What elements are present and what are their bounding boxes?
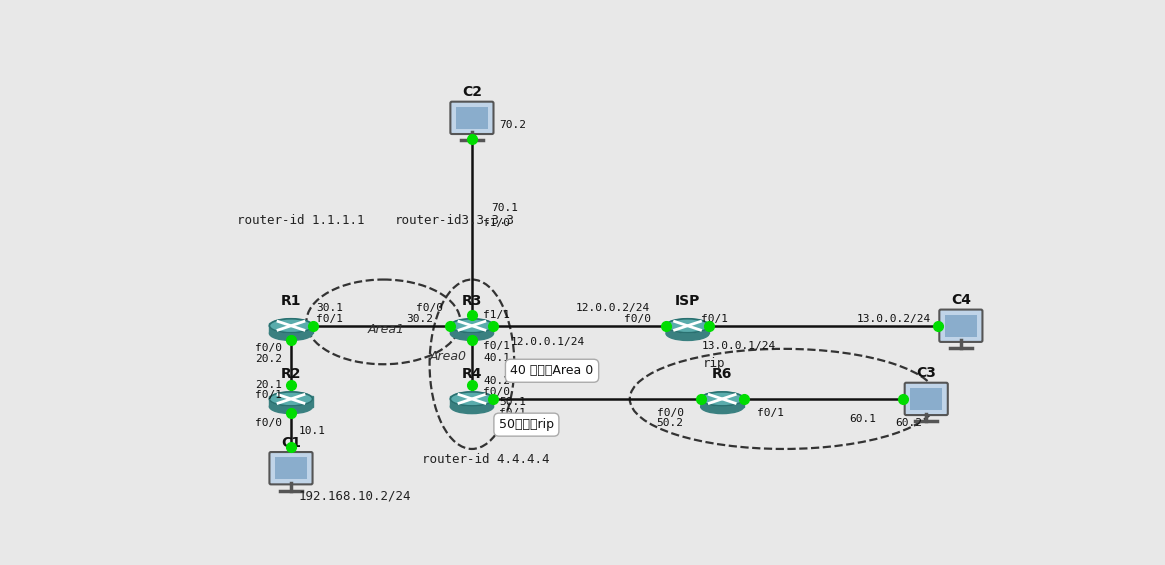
Bar — [945, 315, 977, 337]
Ellipse shape — [451, 319, 494, 333]
Text: f0/1: f0/1 — [317, 314, 344, 324]
Text: 70.1: 70.1 — [492, 202, 518, 212]
Bar — [451, 323, 494, 333]
Text: R1: R1 — [281, 294, 302, 308]
Text: 40.1: 40.1 — [483, 353, 510, 363]
Text: f0/0: f0/0 — [483, 388, 510, 397]
Text: 13.0.0.1/24: 13.0.0.1/24 — [701, 341, 776, 351]
Text: 10.1: 10.1 — [298, 426, 326, 436]
Text: 12.0.0.1/24: 12.0.0.1/24 — [510, 337, 585, 347]
Bar — [451, 396, 494, 407]
Text: 60.1: 60.1 — [849, 414, 876, 424]
Text: 12.0.0.2/24: 12.0.0.2/24 — [576, 303, 650, 312]
Text: 50段属于rip: 50段属于rip — [499, 418, 553, 431]
Text: 13.0.0.2/24: 13.0.0.2/24 — [857, 314, 931, 324]
Text: R3: R3 — [461, 294, 482, 308]
Text: 40 段属于Area 0: 40 段属于Area 0 — [510, 364, 594, 377]
Ellipse shape — [451, 392, 494, 406]
Text: f0/0: f0/0 — [416, 303, 443, 312]
Text: Area0: Area0 — [430, 350, 467, 363]
Text: 30.1: 30.1 — [317, 303, 344, 312]
Text: f0/1: f0/1 — [757, 408, 784, 418]
Bar — [666, 323, 709, 333]
Text: R4: R4 — [461, 367, 482, 381]
FancyBboxPatch shape — [451, 102, 494, 134]
Text: C3: C3 — [917, 367, 937, 380]
Text: C1: C1 — [281, 436, 301, 450]
Text: 70.2: 70.2 — [499, 120, 525, 130]
Ellipse shape — [451, 399, 494, 414]
Text: 30.2: 30.2 — [407, 314, 433, 324]
Text: C4: C4 — [951, 293, 970, 307]
Text: 192.168.10.2/24: 192.168.10.2/24 — [298, 490, 411, 503]
Text: f1/0: f1/0 — [483, 218, 510, 228]
Text: 40.2: 40.2 — [483, 376, 510, 386]
Text: f0/1: f0/1 — [483, 341, 510, 351]
Ellipse shape — [269, 319, 312, 333]
Ellipse shape — [700, 399, 743, 414]
FancyBboxPatch shape — [939, 310, 982, 342]
Ellipse shape — [269, 327, 312, 341]
Text: ISP: ISP — [675, 294, 700, 308]
Text: C2: C2 — [463, 85, 482, 99]
Bar — [269, 396, 312, 407]
Text: router-id3.3.3.3: router-id3.3.3.3 — [395, 214, 515, 227]
FancyBboxPatch shape — [269, 452, 312, 484]
Ellipse shape — [269, 392, 312, 406]
Ellipse shape — [269, 399, 312, 414]
Text: f0/0: f0/0 — [624, 314, 651, 324]
Ellipse shape — [666, 327, 709, 341]
Bar — [456, 107, 488, 129]
Text: Area1: Area1 — [368, 323, 405, 336]
Text: f0/0: f0/0 — [657, 408, 684, 418]
Text: f1/1: f1/1 — [483, 310, 510, 320]
Text: 50.2: 50.2 — [657, 418, 684, 428]
Bar — [910, 388, 942, 410]
Bar — [700, 396, 743, 407]
Text: rip: rip — [702, 357, 726, 370]
Text: router-id 4.4.4.4: router-id 4.4.4.4 — [422, 453, 550, 466]
Ellipse shape — [451, 327, 494, 341]
Text: 60.2: 60.2 — [896, 418, 923, 428]
Text: f0/1: f0/1 — [255, 390, 282, 401]
Text: f0/0: f0/0 — [255, 344, 282, 354]
Ellipse shape — [666, 319, 709, 333]
Text: f0/1: f0/1 — [499, 408, 525, 418]
Bar — [269, 323, 312, 333]
Text: R2: R2 — [281, 367, 302, 381]
Ellipse shape — [700, 392, 743, 406]
Text: 50.1: 50.1 — [499, 397, 525, 407]
Text: f0/0: f0/0 — [255, 418, 282, 428]
FancyBboxPatch shape — [905, 383, 948, 415]
Text: router-id 1.1.1.1: router-id 1.1.1.1 — [238, 214, 365, 227]
Bar — [275, 458, 308, 479]
Text: R6: R6 — [712, 367, 733, 381]
Text: f0/1: f0/1 — [701, 314, 728, 324]
Text: 20.2: 20.2 — [255, 354, 282, 364]
Text: 20.1: 20.1 — [255, 380, 282, 390]
